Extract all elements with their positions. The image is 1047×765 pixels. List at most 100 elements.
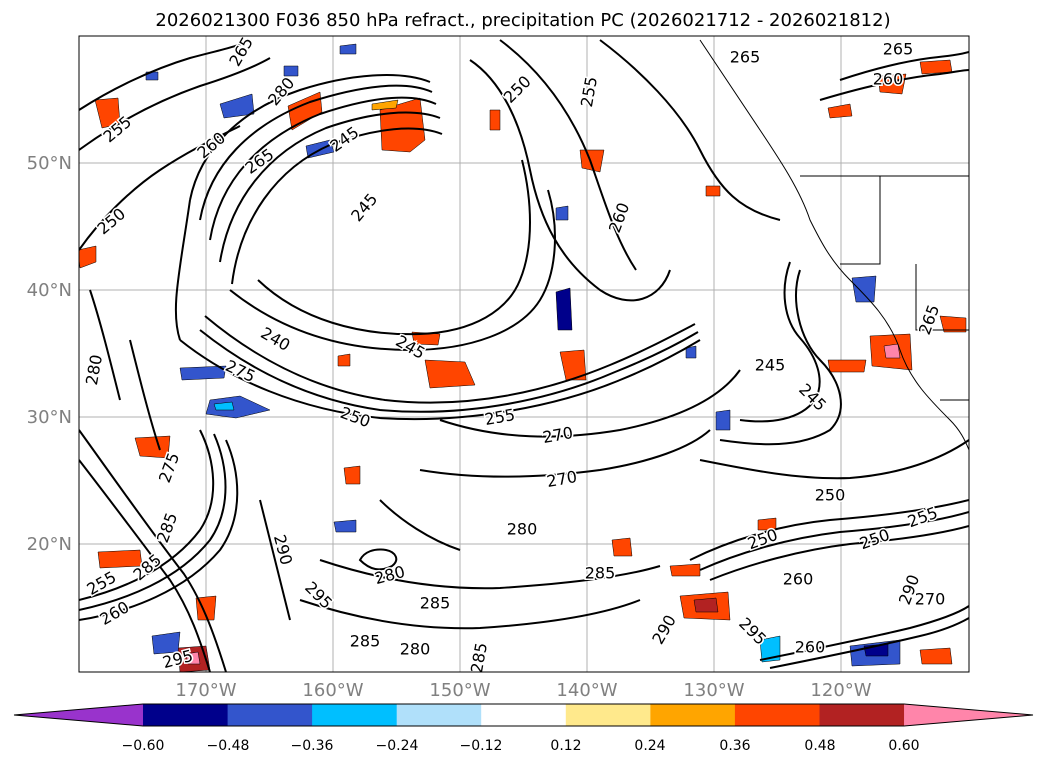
- contour-line: [819, 69, 969, 101]
- precip-patch: [205, 395, 271, 419]
- colorbar-segment: [396, 704, 482, 726]
- contour-line: [469, 59, 671, 302]
- contour-label: 285: [420, 594, 451, 613]
- lat-label: 50°N: [27, 153, 72, 174]
- precip-patch: [851, 275, 877, 303]
- contour-line: [689, 499, 969, 561]
- contour-label: 270: [915, 590, 946, 609]
- contour-label: 260: [873, 70, 904, 89]
- contour-line: [199, 84, 433, 221]
- lon-label: 170°W: [175, 680, 236, 701]
- precip-patch: [559, 349, 587, 381]
- contour-line: [299, 599, 641, 630]
- contour-label: 260: [795, 638, 826, 657]
- coastline: [699, 39, 969, 451]
- contour-line: [499, 39, 637, 271]
- precip-patch: [213, 401, 235, 411]
- precip-patch: [919, 59, 953, 75]
- colorbar-segment: [481, 704, 567, 726]
- lat-label: 30°N: [27, 407, 72, 428]
- contour-line: [839, 51, 969, 81]
- lat-label: 40°N: [27, 280, 72, 301]
- contour-line: [189, 74, 431, 201]
- precip-patches: [79, 43, 967, 672]
- contour-line: [709, 525, 969, 581]
- colorbar-tick-label: −0.24: [376, 738, 419, 754]
- contour-line: [257, 159, 531, 336]
- contour-line: [739, 261, 821, 423]
- lon-label: 130°W: [683, 680, 744, 701]
- colorbar-tick-label: 0.24: [634, 738, 665, 754]
- colorbar-segment: [143, 704, 229, 726]
- precip-patch: [371, 99, 399, 111]
- precip-patch: [685, 345, 697, 359]
- precip-patch: [715, 409, 731, 431]
- precip-patch: [827, 103, 853, 119]
- lon-label: 160°W: [302, 680, 363, 701]
- contour-line: [379, 499, 461, 551]
- longitude-labels: 170°W 160°W 150°W 140°W 130°W 120°W: [175, 680, 871, 701]
- lon-label: 140°W: [556, 680, 617, 701]
- precip-patch: [611, 537, 633, 557]
- precip-patch: [179, 365, 227, 381]
- precip-patch: [877, 73, 907, 95]
- contour-line: [79, 39, 251, 111]
- precip-patch: [705, 185, 721, 197]
- precip-patch: [379, 97, 426, 153]
- contour-line: [231, 127, 443, 285]
- contour-line: [319, 559, 661, 590]
- precip-patch: [219, 93, 255, 119]
- contour-line: [79, 439, 239, 621]
- contour-line: [229, 189, 556, 352]
- contour-line: [259, 499, 291, 621]
- contour-label: 265: [730, 48, 761, 67]
- colorbar-tick-label: 0.48: [804, 738, 835, 754]
- precip-patch: [489, 109, 501, 131]
- contour-line: [79, 433, 227, 611]
- contour-line: [174, 199, 191, 341]
- contour-line: [358, 548, 398, 571]
- colorbar-tick-label: −0.36: [291, 738, 334, 754]
- precip-patch: [97, 549, 143, 569]
- contour-line: [219, 111, 441, 263]
- lat-label: 20°N: [27, 534, 72, 555]
- colorbar-outline: [13, 703, 1034, 727]
- precip-patch: [333, 519, 357, 533]
- border-line: [840, 176, 881, 265]
- contour-label: 250: [815, 486, 846, 505]
- contour-line: [79, 429, 215, 601]
- precip-patch: [555, 287, 573, 331]
- colorbar-tick-label: −0.60: [122, 738, 165, 754]
- precip-patch: [283, 65, 299, 77]
- coast-line: [699, 39, 969, 451]
- contour-line: [439, 369, 741, 438]
- precip-patch: [827, 359, 867, 373]
- contour-line: [599, 39, 781, 221]
- contour-line: [209, 96, 437, 241]
- colorbar-segment: [819, 704, 905, 726]
- precip-patch: [424, 359, 476, 389]
- colorbar-segment: [650, 704, 736, 726]
- precip-patch: [759, 635, 781, 663]
- precip-patch: [669, 563, 701, 577]
- contour-line: [719, 269, 842, 446]
- colorbar-tick-label: −0.12: [460, 738, 503, 754]
- precip-patch: [579, 149, 605, 173]
- contour-line: [129, 339, 161, 451]
- refractivity-contours: [79, 39, 969, 672]
- contour-line: [769, 617, 969, 669]
- colorbar-extend-max: [904, 704, 1033, 726]
- precip-patch: [883, 343, 901, 359]
- contour-line: [79, 459, 211, 672]
- map-frame: [78, 35, 970, 673]
- contour-label: 260: [783, 570, 814, 589]
- contour-line: [79, 125, 241, 251]
- colorbar-tick-label: 0.12: [550, 738, 581, 754]
- border-line: [915, 264, 969, 331]
- colorbar-tick-label: 0.60: [888, 738, 919, 754]
- colorbar-tick-label: −0.48: [207, 738, 250, 754]
- contour-label: 285: [585, 564, 616, 583]
- contour-label: 285: [350, 632, 381, 651]
- precip-patch: [339, 43, 357, 55]
